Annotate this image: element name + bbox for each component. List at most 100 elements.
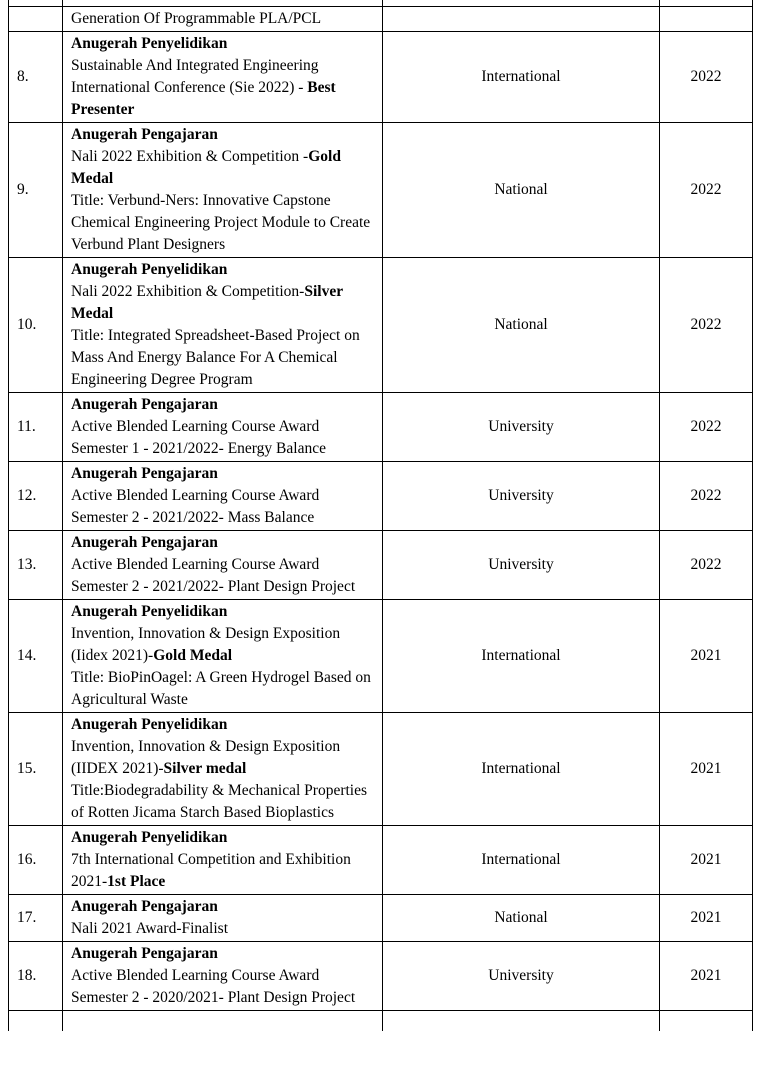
bold-text-run: Best Presenter — [71, 79, 336, 118]
cell-number: 10. — [8, 257, 63, 393]
cell-year — [659, 6, 753, 32]
text-run: Title:Biodegradability & Mechanical Prop… — [71, 782, 368, 821]
description-paragraph: Nali 2022 Exhibition & Competition-Silve… — [71, 281, 374, 325]
cell-number: 16. — [8, 825, 63, 895]
cell-number: 14. — [8, 599, 63, 713]
cell-number: 13. — [8, 530, 63, 600]
table-row: 16. Anugerah Penyelidikan 7th Internationa… — [8, 825, 753, 895]
text-run: Title: BioPinOagel: A Green Hydrogel Bas… — [71, 669, 371, 708]
cut-cell — [382, 1010, 660, 1031]
description-paragraph: Generation Of Programmable PLA/PCL — [71, 8, 374, 30]
text-run: Title: Verbund-Ners: Innovative Capstone… — [71, 192, 371, 253]
table-row: 17. Anugerah Pengajaran Nali 2021 Award-Fi… — [8, 894, 753, 942]
cell-level: University — [382, 941, 660, 1011]
description-paragraph: Sustainable And Integrated Engineering I… — [71, 55, 374, 121]
text-run: Nali 2022 Exhibition & Competition- — [71, 283, 305, 300]
description-paragraph: Anugerah Pengajaran — [71, 943, 374, 965]
table-row: Generation Of Programmable PLA/PCL — [8, 6, 753, 32]
table-row: 15. Anugerah Penyelidikan Invention, Innov… — [8, 712, 753, 826]
description-paragraph: Anugerah Pengajaran — [71, 896, 374, 918]
cell-description: Anugerah Pengajaran Nali 2022 Exhibition … — [62, 122, 383, 258]
table-row: 12. Anugerah Pengajaran Active Blended Lea… — [8, 461, 753, 531]
text-run: Generation Of Programmable PLA/PCL — [71, 10, 322, 27]
cell-year: 2021 — [659, 941, 753, 1011]
cell-year: 2021 — [659, 599, 753, 713]
cell-year: 2022 — [659, 31, 753, 123]
cell-level: University — [382, 392, 660, 462]
cell-year: 2022 — [659, 392, 753, 462]
text-run: Invention, Innovation & Design Expositio… — [71, 625, 341, 664]
text-run: Active Blended Learning Course Award Sem… — [71, 487, 320, 526]
table-row: 14. Anugerah Penyelidikan Invention, Innov… — [8, 599, 753, 713]
description-paragraph: Anugerah Penyelidikan — [71, 714, 374, 736]
cell-number: 17. — [8, 894, 63, 942]
cut-row-bottom — [8, 1010, 753, 1031]
description-paragraph: Anugerah Pengajaran — [71, 532, 374, 554]
table-row: 9. Anugerah Pengajaran Nali 2022 Exhibitio… — [8, 122, 753, 258]
text-run: Active Blended Learning Course Award Sem… — [71, 556, 356, 595]
description-paragraph: Anugerah Penyelidikan — [71, 259, 374, 281]
description-paragraph: Anugerah Pengajaran — [71, 463, 374, 485]
cell-level: University — [382, 530, 660, 600]
bold-text-run: Gold Medal — [153, 647, 233, 664]
description-paragraph: Title: Verbund-Ners: Innovative Capstone… — [71, 190, 374, 256]
cell-year: 2021 — [659, 825, 753, 895]
description-paragraph: Active Blended Learning Course Award Sem… — [71, 554, 374, 598]
bold-text-run: 1st Place — [107, 873, 166, 890]
description-paragraph: Invention, Innovation & Design Expositio… — [71, 736, 374, 780]
description-paragraph: Active Blended Learning Course Award Sem… — [71, 485, 374, 529]
cell-level: National — [382, 257, 660, 393]
table-row: 13. Anugerah Pengajaran Active Blended Lea… — [8, 530, 753, 600]
text-run: Invention, Innovation & Design Expositio… — [71, 738, 341, 777]
cell-level: National — [382, 894, 660, 942]
cell-description: Anugerah Penyelidikan Sustainable And Int… — [62, 31, 383, 123]
cell-year: 2021 — [659, 894, 753, 942]
cell-description: Anugerah Pengajaran Active Blended Learni… — [62, 392, 383, 462]
cell-number: 12. — [8, 461, 63, 531]
bold-text-run: Anugerah Penyelidikan — [71, 829, 228, 846]
cell-description: Anugerah Penyelidikan 7th International C… — [62, 825, 383, 895]
bold-text-run: Silver medal — [163, 760, 247, 777]
cell-level: International — [382, 31, 660, 123]
cell-level: University — [382, 461, 660, 531]
cell-year: 2022 — [659, 461, 753, 531]
bold-text-run: Anugerah Penyelidikan — [71, 261, 228, 278]
description-paragraph: Anugerah Pengajaran — [71, 394, 374, 416]
cell-year: 2022 — [659, 122, 753, 258]
cell-level: International — [382, 712, 660, 826]
cell-description: Anugerah Penyelidikan Invention, Innovati… — [62, 599, 383, 713]
cell-description: Anugerah Pengajaran Active Blended Learni… — [62, 941, 383, 1011]
cell-year: 2021 — [659, 712, 753, 826]
bold-text-run: Anugerah Pengajaran — [71, 396, 218, 413]
awards-table: Generation Of Programmable PLA/PCL 8. Anug… — [8, 0, 753, 1031]
description-paragraph: Nali 2022 Exhibition & Competition -Gold… — [71, 146, 374, 190]
table-row: 8. Anugerah Penyelidikan Sustainable And I… — [8, 31, 753, 123]
text-run: 7th International Competition and Exhibi… — [71, 851, 351, 890]
cut-cell — [8, 1010, 63, 1031]
cell-description: Anugerah Pengajaran Active Blended Learni… — [62, 461, 383, 531]
table-row: 18. Anugerah Pengajaran Active Blended Lea… — [8, 941, 753, 1011]
description-paragraph: Active Blended Learning Course Award Sem… — [71, 416, 374, 460]
description-paragraph: Invention, Innovation & Design Expositio… — [71, 623, 374, 667]
cell-number — [8, 6, 63, 32]
cell-number: 15. — [8, 712, 63, 826]
cell-level — [382, 6, 660, 32]
description-paragraph: Nali 2021 Award-Finalist — [71, 918, 374, 940]
bold-text-run: Gold Medal — [71, 148, 341, 187]
text-run: Title: Integrated Spreadsheet-Based Proj… — [71, 327, 360, 388]
description-paragraph: Active Blended Learning Course Award Sem… — [71, 965, 374, 1009]
text-run: Active Blended Learning Course Award Sem… — [71, 418, 326, 457]
description-paragraph: Anugerah Penyelidikan — [71, 827, 374, 849]
bold-text-run: Anugerah Penyelidikan — [71, 716, 228, 733]
description-paragraph: Anugerah Pengajaran — [71, 124, 374, 146]
table-row: 11. Anugerah Pengajaran Active Blended Lea… — [8, 392, 753, 462]
description-paragraph: Title: BioPinOagel: A Green Hydrogel Bas… — [71, 667, 374, 711]
bold-text-run: Anugerah Pengajaran — [71, 898, 218, 915]
description-paragraph: 7th International Competition and Exhibi… — [71, 849, 374, 893]
awards-table-body: Generation Of Programmable PLA/PCL 8. Anug… — [8, 0, 753, 1031]
cell-description: Anugerah Penyelidikan Nali 2022 Exhibitio… — [62, 257, 383, 393]
description-paragraph: Anugerah Penyelidikan — [71, 33, 374, 55]
cell-description: Anugerah Penyelidikan Invention, Innovati… — [62, 712, 383, 826]
bold-text-run: Anugerah Penyelidikan — [71, 35, 228, 52]
